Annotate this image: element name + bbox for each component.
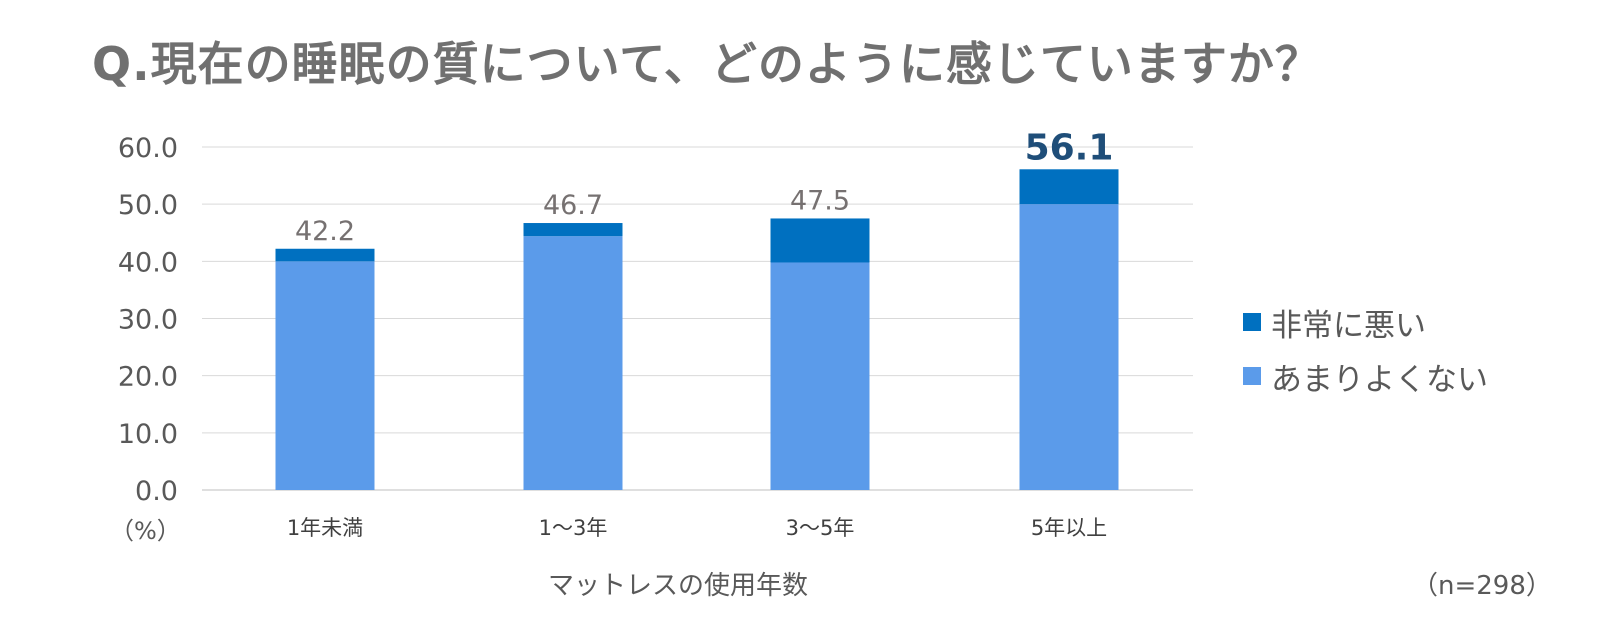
legend-item-severe: 非常に悪い <box>1243 295 1488 349</box>
legend-label-severe: 非常に悪い <box>1271 307 1426 344</box>
x-axis-title: マットレスの使用年数 <box>548 571 809 601</box>
bars <box>275 169 1119 490</box>
bar-segment-severe <box>523 223 623 237</box>
legend-item-not-good: あまりよくない <box>1243 349 1488 403</box>
bar-segment-severe <box>275 248 375 262</box>
x-tick-label: 1～3年 <box>539 516 608 540</box>
x-tick-label: 5年以上 <box>1031 516 1107 540</box>
x-tick-label: 1年未満 <box>287 516 363 540</box>
bar-total-label: 47.5 <box>790 185 850 216</box>
bar-segment-not-good <box>523 236 623 490</box>
bar-segment-severe <box>770 218 870 263</box>
y-tick-label: 0.0 <box>135 476 178 507</box>
y-axis-tick-labels: 0.0 10.0 20.0 30.0 40.0 50.0 60.0 <box>118 133 178 507</box>
y-axis-unit-label: （%） <box>110 517 181 545</box>
y-tick-label: 10.0 <box>118 419 178 450</box>
x-tick-label: 3～5年 <box>786 516 855 540</box>
legend: 非常に悪い あまりよくない <box>1243 295 1488 403</box>
bar-segment-not-good <box>770 262 870 490</box>
bar-segment-not-good <box>275 261 375 490</box>
legend-swatch-not-good <box>1243 367 1261 385</box>
y-tick-label: 30.0 <box>118 305 178 336</box>
total-labels: 42.2 46.7 47.5 56.1 <box>295 127 1113 246</box>
bar-total-label: 46.7 <box>543 190 603 221</box>
sample-size-note: （n=298） <box>1412 571 1552 601</box>
legend-swatch-severe <box>1243 313 1261 331</box>
legend-label-not-good: あまりよくない <box>1271 361 1488 398</box>
bar-segment-not-good <box>1019 204 1119 490</box>
y-tick-label: 20.0 <box>118 362 178 393</box>
y-tick-label: 40.0 <box>118 247 178 278</box>
y-tick-label: 50.0 <box>118 190 178 221</box>
bar-total-label: 42.2 <box>295 216 355 247</box>
bar-segment-severe <box>1019 169 1119 205</box>
chart-title: Q.現在の睡眠の質について、どのように感じていますか？ <box>92 37 1322 91</box>
x-axis-tick-labels: 1年未満 1～3年 3～5年 5年以上 <box>287 516 1107 540</box>
bar-total-label: 56.1 <box>1025 127 1114 168</box>
y-tick-label: 60.0 <box>118 133 178 164</box>
